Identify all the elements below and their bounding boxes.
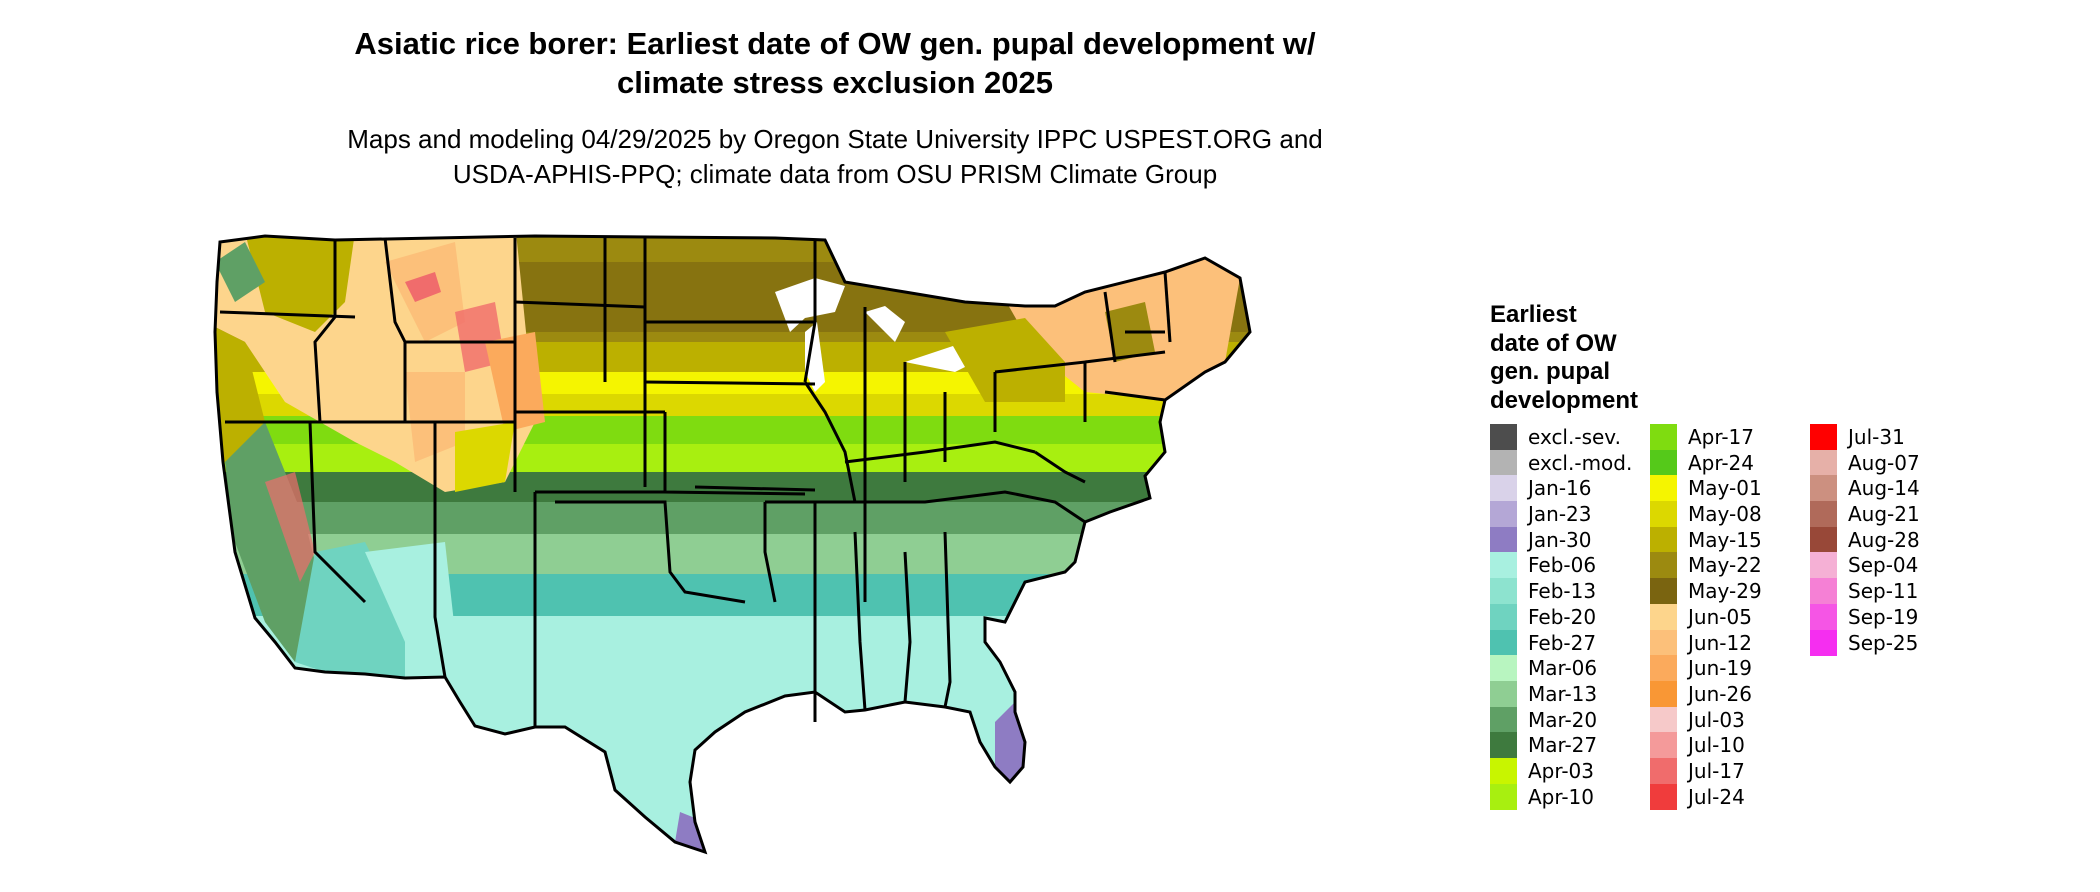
legend-label: Feb-20	[1528, 604, 1597, 629]
legend-label: Mar-13	[1528, 681, 1598, 706]
legend-label: Jul-10	[1688, 733, 1745, 758]
legend-label: Mar-06	[1528, 656, 1598, 681]
legend-label: Aug-28	[1848, 527, 1920, 552]
legend-label: Jan-23	[1528, 502, 1592, 527]
legend-label: Jul-03	[1688, 707, 1745, 732]
legend-label: Apr-17	[1688, 425, 1754, 449]
legend-swatch	[1490, 552, 1517, 579]
legend-label: Jun-12	[1688, 630, 1752, 655]
legend-label: Jan-30	[1528, 527, 1592, 552]
legend-label: excl.-sev.	[1528, 425, 1621, 449]
legend-swatch	[1810, 424, 1837, 450]
legend-swatch	[1490, 449, 1517, 476]
legend-swatch	[1650, 475, 1677, 502]
legend-swatch	[1810, 475, 1837, 502]
legend-swatch	[1650, 501, 1677, 528]
legend-label: Apr-10	[1528, 784, 1594, 809]
map-title-line-1: Asiatic rice borer: Earliest date of OW …	[354, 26, 1316, 61]
legend-swatch	[1650, 655, 1677, 682]
legend-label: May-29	[1688, 579, 1762, 604]
legend-label: Aug-21	[1848, 502, 1920, 527]
legend-label: Jun-19	[1688, 656, 1752, 681]
legend-label: Sep-19	[1848, 604, 1919, 629]
legend-swatch	[1490, 732, 1517, 759]
legend-swatch	[1650, 680, 1677, 707]
legend-label: May-08	[1688, 502, 1762, 527]
legend-swatch	[1650, 706, 1677, 733]
legend-swatch	[1810, 501, 1837, 528]
legend-swatch	[1490, 757, 1517, 784]
legend-label: Jul-17	[1688, 758, 1745, 783]
legend-label: Mar-20	[1528, 707, 1598, 732]
legend-swatch	[1490, 680, 1517, 707]
legend-label: excl.-mod.	[1528, 450, 1633, 475]
legend-label: Feb-13	[1528, 579, 1597, 604]
legend-swatch	[1650, 603, 1677, 630]
legend-swatch	[1810, 449, 1837, 476]
legend-label: Jul-31	[1848, 425, 1905, 449]
legend-swatch	[1650, 552, 1677, 579]
legend-swatch	[1490, 475, 1517, 502]
legend-swatch	[1810, 552, 1837, 579]
legend-label: Jan-16	[1528, 476, 1592, 501]
legend-label: Jul-24	[1688, 784, 1745, 809]
legend-swatch	[1650, 424, 1677, 450]
legend-label: Aug-14	[1848, 476, 1920, 501]
legend-swatch	[1490, 603, 1517, 630]
legend-swatch	[1650, 732, 1677, 759]
legend-swatch	[1490, 501, 1517, 528]
legend-label: Sep-04	[1848, 553, 1919, 578]
legend-label: May-15	[1688, 527, 1762, 552]
legend-swatch	[1490, 578, 1517, 605]
legend: excl.-sev. excl.-mod. Jan-16 Jan-23 Jan-30 Fe…	[1490, 424, 1930, 814]
legend-title-line-3: gen. pupal	[1490, 358, 1610, 385]
legend-swatch	[1810, 629, 1837, 656]
us-map-svg	[213, 234, 1252, 855]
legend-label: Jun-26	[1688, 681, 1752, 706]
legend-swatch	[1650, 757, 1677, 784]
legend-label: Jun-05	[1688, 604, 1752, 629]
legend-swatch	[1650, 629, 1677, 656]
us-map	[205, 222, 1410, 882]
legend-swatch	[1490, 629, 1517, 656]
legend-label: Aug-07	[1848, 450, 1920, 475]
map-subtitle-line-2: USDA-APHIS-PPQ; climate data from OSU PR…	[452, 159, 1218, 189]
map-title-line-2: climate stress exclusion 2025	[617, 65, 1053, 100]
legend-swatch	[1490, 783, 1517, 810]
legend-swatch	[1650, 449, 1677, 476]
legend-swatch	[1650, 578, 1677, 605]
state-borders	[213, 234, 1252, 855]
legend-swatch	[1490, 655, 1517, 682]
legend-title-line-2: date of OW	[1490, 329, 1617, 357]
legend-swatch	[1650, 783, 1677, 810]
legend-label: Apr-24	[1688, 450, 1754, 475]
legend-label: Feb-06	[1528, 553, 1597, 578]
legend-swatch	[1490, 526, 1517, 553]
legend-title-line-4: development	[1490, 386, 1639, 414]
legend-label: Sep-11	[1848, 579, 1919, 604]
legend-swatch	[1490, 424, 1517, 450]
legend-swatch	[1810, 526, 1837, 553]
legend-swatch	[1650, 526, 1677, 553]
map-title: Asiatic rice borer: Earliest date of OW …	[0, 24, 1670, 102]
legend-title-line-1: Earliest	[1490, 301, 1577, 328]
legend-label: May-01	[1688, 476, 1762, 501]
legend-label: Feb-27	[1528, 630, 1597, 655]
legend-title: Earliest date of OW gen. pupal developme…	[1490, 301, 1680, 415]
legend-swatch	[1490, 706, 1517, 733]
legend-swatch	[1810, 578, 1837, 605]
legend-label: Apr-03	[1528, 758, 1594, 783]
map-subtitle: Maps and modeling 04/29/2025 by Oregon S…	[0, 122, 1670, 192]
legend-label: Mar-27	[1528, 733, 1598, 758]
legend-swatch	[1810, 603, 1837, 630]
map-subtitle-line-1: Maps and modeling 04/29/2025 by Oregon S…	[347, 124, 1323, 154]
legend-label: Sep-25	[1848, 630, 1919, 655]
legend-label: May-22	[1688, 553, 1762, 578]
